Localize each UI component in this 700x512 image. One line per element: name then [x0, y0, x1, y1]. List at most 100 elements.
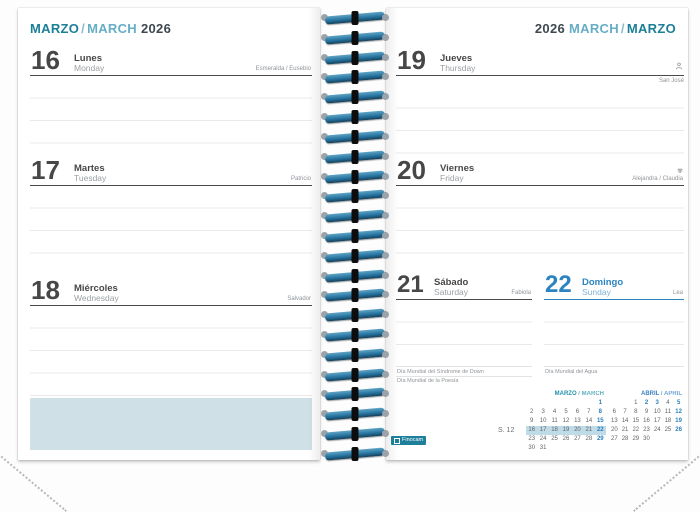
writing-area [396, 186, 684, 264]
day-header: 20 Viernes Friday ✾ Alejandra / Claudia [396, 155, 684, 185]
observance: Día Mundial del Síndrome de Down [396, 366, 532, 376]
day-name-es: Jueves [440, 52, 473, 64]
spiral-loop [321, 367, 389, 382]
day-names: Martes Tuesday [74, 163, 106, 184]
day-rule [544, 299, 684, 300]
mini-cal-day: 25 [551, 436, 558, 442]
day-name-en: Wednesday [74, 293, 119, 304]
saints-names: San José [658, 78, 684, 84]
mini-cal-day [595, 444, 606, 453]
mini-cal-day: 21 [621, 427, 629, 433]
day-names: Miércoles Wednesday [74, 283, 119, 304]
day-number: 17 [31, 155, 60, 185]
mini-cal-day: 14 [585, 418, 593, 424]
notes-box [30, 398, 312, 450]
saints-names: Alejandra / Claudia [632, 176, 683, 182]
mini-cal-day: 15 [596, 418, 604, 424]
writing-area [396, 300, 532, 366]
left-page-header: MARZO / MARCH 2026 [30, 21, 171, 36]
mini-calendar-grid: 1 2 3 4 5 6 7 8 9 10 11 12 13 14 15 16 17 18 19 20 21 22 23 24 2… [526, 399, 606, 453]
mini-cal-day: 6 [612, 409, 617, 415]
mini-cal-day: 27 [611, 436, 618, 442]
mini-cal-day: 24 [539, 436, 547, 442]
spiral-loop [321, 209, 389, 224]
mini-cal-day: 3 [655, 400, 659, 406]
mini-cal-day: 26 [562, 436, 570, 442]
week-number-label: S. 12 [498, 427, 515, 434]
day-names: Viernes Friday [440, 163, 474, 184]
header-separator: / [620, 21, 625, 36]
day-name-es: Lunes [74, 52, 102, 64]
spiral-loop [321, 407, 389, 422]
saints-names: Lea [672, 290, 683, 296]
mini-cal-day: 27 [574, 436, 581, 442]
header-year: 2026 [140, 21, 172, 36]
header-year: 2026 [534, 21, 566, 36]
day-names: Lunes Monday [74, 52, 104, 74]
mini-cal-day [583, 399, 594, 408]
spiral-loop [321, 268, 389, 283]
brand-logo: Finocam [391, 436, 427, 445]
mini-cal-title-en: MARCH [581, 391, 604, 397]
day-rule [30, 185, 312, 186]
mini-cal-day [583, 444, 594, 453]
day-block-saturday: 21 Sábado Saturday Fabiola Día Mundial d… [396, 270, 532, 385]
mini-cal-day [652, 435, 663, 444]
mini-cal-day [572, 399, 583, 408]
header-month-en: MARCH [87, 21, 137, 36]
mini-cal-title-sep: / [659, 391, 664, 397]
header-separator: / [81, 21, 86, 36]
spiral-binding [321, 11, 389, 461]
mini-cal-day: 15 [632, 418, 640, 424]
mini-cal-day: 19 [675, 418, 682, 424]
spiral-loop [321, 288, 389, 303]
writing-area [544, 300, 684, 366]
spiral-loop [321, 149, 389, 164]
day-number: 22 [545, 271, 572, 298]
mini-cal-title-es: ABRIL [640, 391, 660, 397]
mini-cal-day: 30 [643, 436, 650, 442]
mini-cal-day [549, 444, 560, 453]
mini-cal-day: 20 [611, 427, 618, 433]
mini-cal-day: 23 [528, 436, 536, 442]
saints-names: Salvador [287, 296, 311, 302]
mini-cal-day: 30 [528, 445, 536, 451]
spiral-loop [321, 50, 389, 65]
mini-cal-day: 16 [643, 418, 650, 424]
spiral-loop [321, 129, 389, 144]
mini-cal-day [560, 444, 571, 453]
day-name-es: Sábado [434, 276, 469, 288]
mini-cal-day: 11 [664, 409, 672, 415]
right-page: 2026 MARCH / MARZO 19 Jueves Thursday San J… [386, 8, 688, 460]
day-block-wednesday: 18 Miércoles Wednesday Salvador [30, 275, 312, 396]
mini-cal-day: 6 [575, 409, 580, 415]
mini-cal-day: 11 [551, 418, 558, 424]
day-name-es: Domingo [582, 276, 624, 288]
mini-cal-day: 22 [594, 426, 606, 435]
day-block-thursday: 19 Jueves Thursday San José [396, 45, 684, 156]
observance: Día Mundial del Agua [544, 366, 684, 376]
mini-calendar-title: ABRIL / APRIL [609, 389, 684, 399]
writing-area [30, 76, 312, 154]
spiral-loop [321, 427, 389, 442]
day-rule [396, 185, 684, 186]
day-name-en: Sunday [582, 287, 611, 298]
mini-cal-day: 18 [664, 418, 672, 424]
day-rule [396, 299, 532, 300]
mini-cal-day: 5 [564, 409, 568, 415]
day-number: 20 [397, 155, 426, 185]
mini-cal-day [620, 399, 631, 408]
mini-cal-day: 8 [634, 409, 638, 415]
day-names: Jueves Thursday [440, 52, 475, 74]
mini-cal-day: 9 [530, 418, 534, 424]
day-header: 22 Domingo Sunday Lea [544, 270, 684, 298]
spiral-loop [321, 446, 389, 461]
day-block-friday: 20 Viernes Friday ✾ Alejandra / Claudia [396, 155, 684, 264]
mini-cal-day: 5 [676, 400, 681, 406]
spiral-loop [321, 169, 389, 184]
mini-cal-day: 24 [653, 427, 661, 433]
header-month-en: MARCH [569, 21, 619, 36]
mini-cal-day: 22 [632, 427, 640, 433]
spiral-loop [321, 70, 389, 85]
